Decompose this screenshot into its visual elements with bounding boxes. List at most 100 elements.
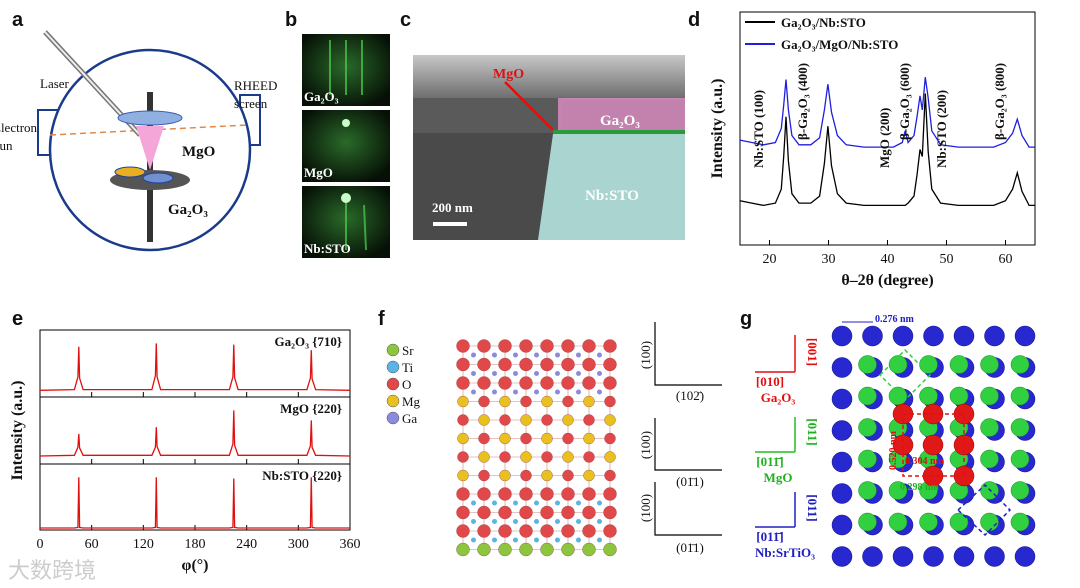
atom (478, 395, 490, 408)
atom (582, 524, 596, 538)
plume (136, 126, 164, 170)
legend-swatch (386, 360, 400, 374)
atom (858, 418, 877, 437)
atom (478, 451, 490, 463)
atom (923, 546, 944, 567)
atom (471, 537, 476, 543)
legend-label: Ga₂O₃/Nb:STO (781, 15, 866, 30)
atom (831, 514, 853, 536)
atom (953, 403, 975, 425)
series-line (39, 410, 351, 457)
atom (604, 432, 616, 445)
atom (597, 519, 602, 524)
atom (1014, 325, 1036, 347)
atom (555, 371, 560, 376)
atom (888, 386, 908, 406)
atom (477, 487, 491, 501)
atom (831, 483, 853, 504)
atom (603, 487, 617, 501)
x-tick-label: 360 (340, 537, 361, 552)
x-tick-label: 60 (999, 252, 1013, 267)
atom (858, 481, 877, 500)
atom (498, 339, 512, 353)
atom (603, 357, 617, 372)
atom (457, 414, 469, 426)
atom (534, 352, 539, 358)
label: Nb:STO (585, 188, 639, 204)
atom (555, 352, 560, 358)
shape (413, 55, 685, 100)
atom (953, 546, 975, 567)
shape (363, 204, 367, 251)
atom (919, 386, 938, 406)
legend-label: Ga₂O₃/MgO/Nb:STO (781, 37, 898, 52)
atom (492, 371, 497, 376)
unit-cell (902, 413, 965, 477)
axis-label: (100) (638, 431, 653, 459)
legend-label: Ga (402, 411, 417, 426)
watermark: 大数跨境 (8, 559, 96, 584)
atom (1010, 481, 1030, 500)
atom (831, 420, 853, 441)
x-tick-label: 300 (288, 537, 309, 552)
atom (498, 487, 512, 501)
series-label: MgO {220} (280, 401, 342, 416)
atom (888, 355, 908, 374)
axis-label: (102̄) (676, 388, 704, 403)
series-label: Nb:STO {220} (262, 468, 342, 483)
label: [010] (756, 374, 784, 389)
atom (477, 376, 491, 390)
shape (755, 417, 796, 453)
atom (541, 469, 553, 482)
atom (892, 546, 914, 567)
atom (1010, 386, 1030, 406)
atom (555, 537, 560, 543)
series-line (39, 343, 351, 391)
atom (555, 500, 560, 506)
atom (519, 339, 533, 353)
atom (949, 512, 969, 532)
panel-label: c (400, 9, 411, 31)
atom (519, 376, 533, 390)
atom (1014, 546, 1036, 567)
legend-swatch (386, 411, 400, 425)
label: Ga₂O₃ (168, 202, 208, 218)
unit-cell (878, 348, 932, 402)
atom (561, 357, 575, 372)
lattice-g: 0.276 nm 0.520 nm 0.304 nm 0.298 nm (831, 314, 1036, 567)
atom (1010, 449, 1030, 469)
series-line (40, 477, 350, 529)
atom (604, 414, 616, 426)
atom (862, 546, 883, 567)
atom (457, 395, 469, 408)
shape (413, 98, 563, 133)
panel-label: e (12, 308, 23, 330)
atom (561, 524, 575, 538)
atom (534, 389, 539, 395)
panel-label: d (688, 9, 700, 31)
panel-label: f (378, 308, 385, 330)
atom (519, 487, 533, 501)
rheed-patterns (302, 34, 390, 258)
atom (980, 355, 999, 374)
atom (603, 376, 617, 390)
atom (513, 519, 518, 524)
atom (477, 339, 491, 353)
label: Laser (40, 76, 70, 91)
atom (471, 519, 476, 524)
atom (831, 451, 853, 473)
atom (534, 537, 539, 543)
atom (576, 500, 581, 506)
x-tick-label: 40 (881, 252, 895, 267)
atom (562, 432, 574, 445)
legend-swatch (386, 343, 400, 357)
series-line (739, 93, 1035, 207)
atom (477, 357, 491, 372)
axis-label: (100) (638, 494, 653, 522)
atom (498, 542, 512, 557)
atom (597, 371, 602, 376)
atom (561, 505, 575, 520)
atom (540, 339, 554, 353)
atom (949, 386, 969, 406)
